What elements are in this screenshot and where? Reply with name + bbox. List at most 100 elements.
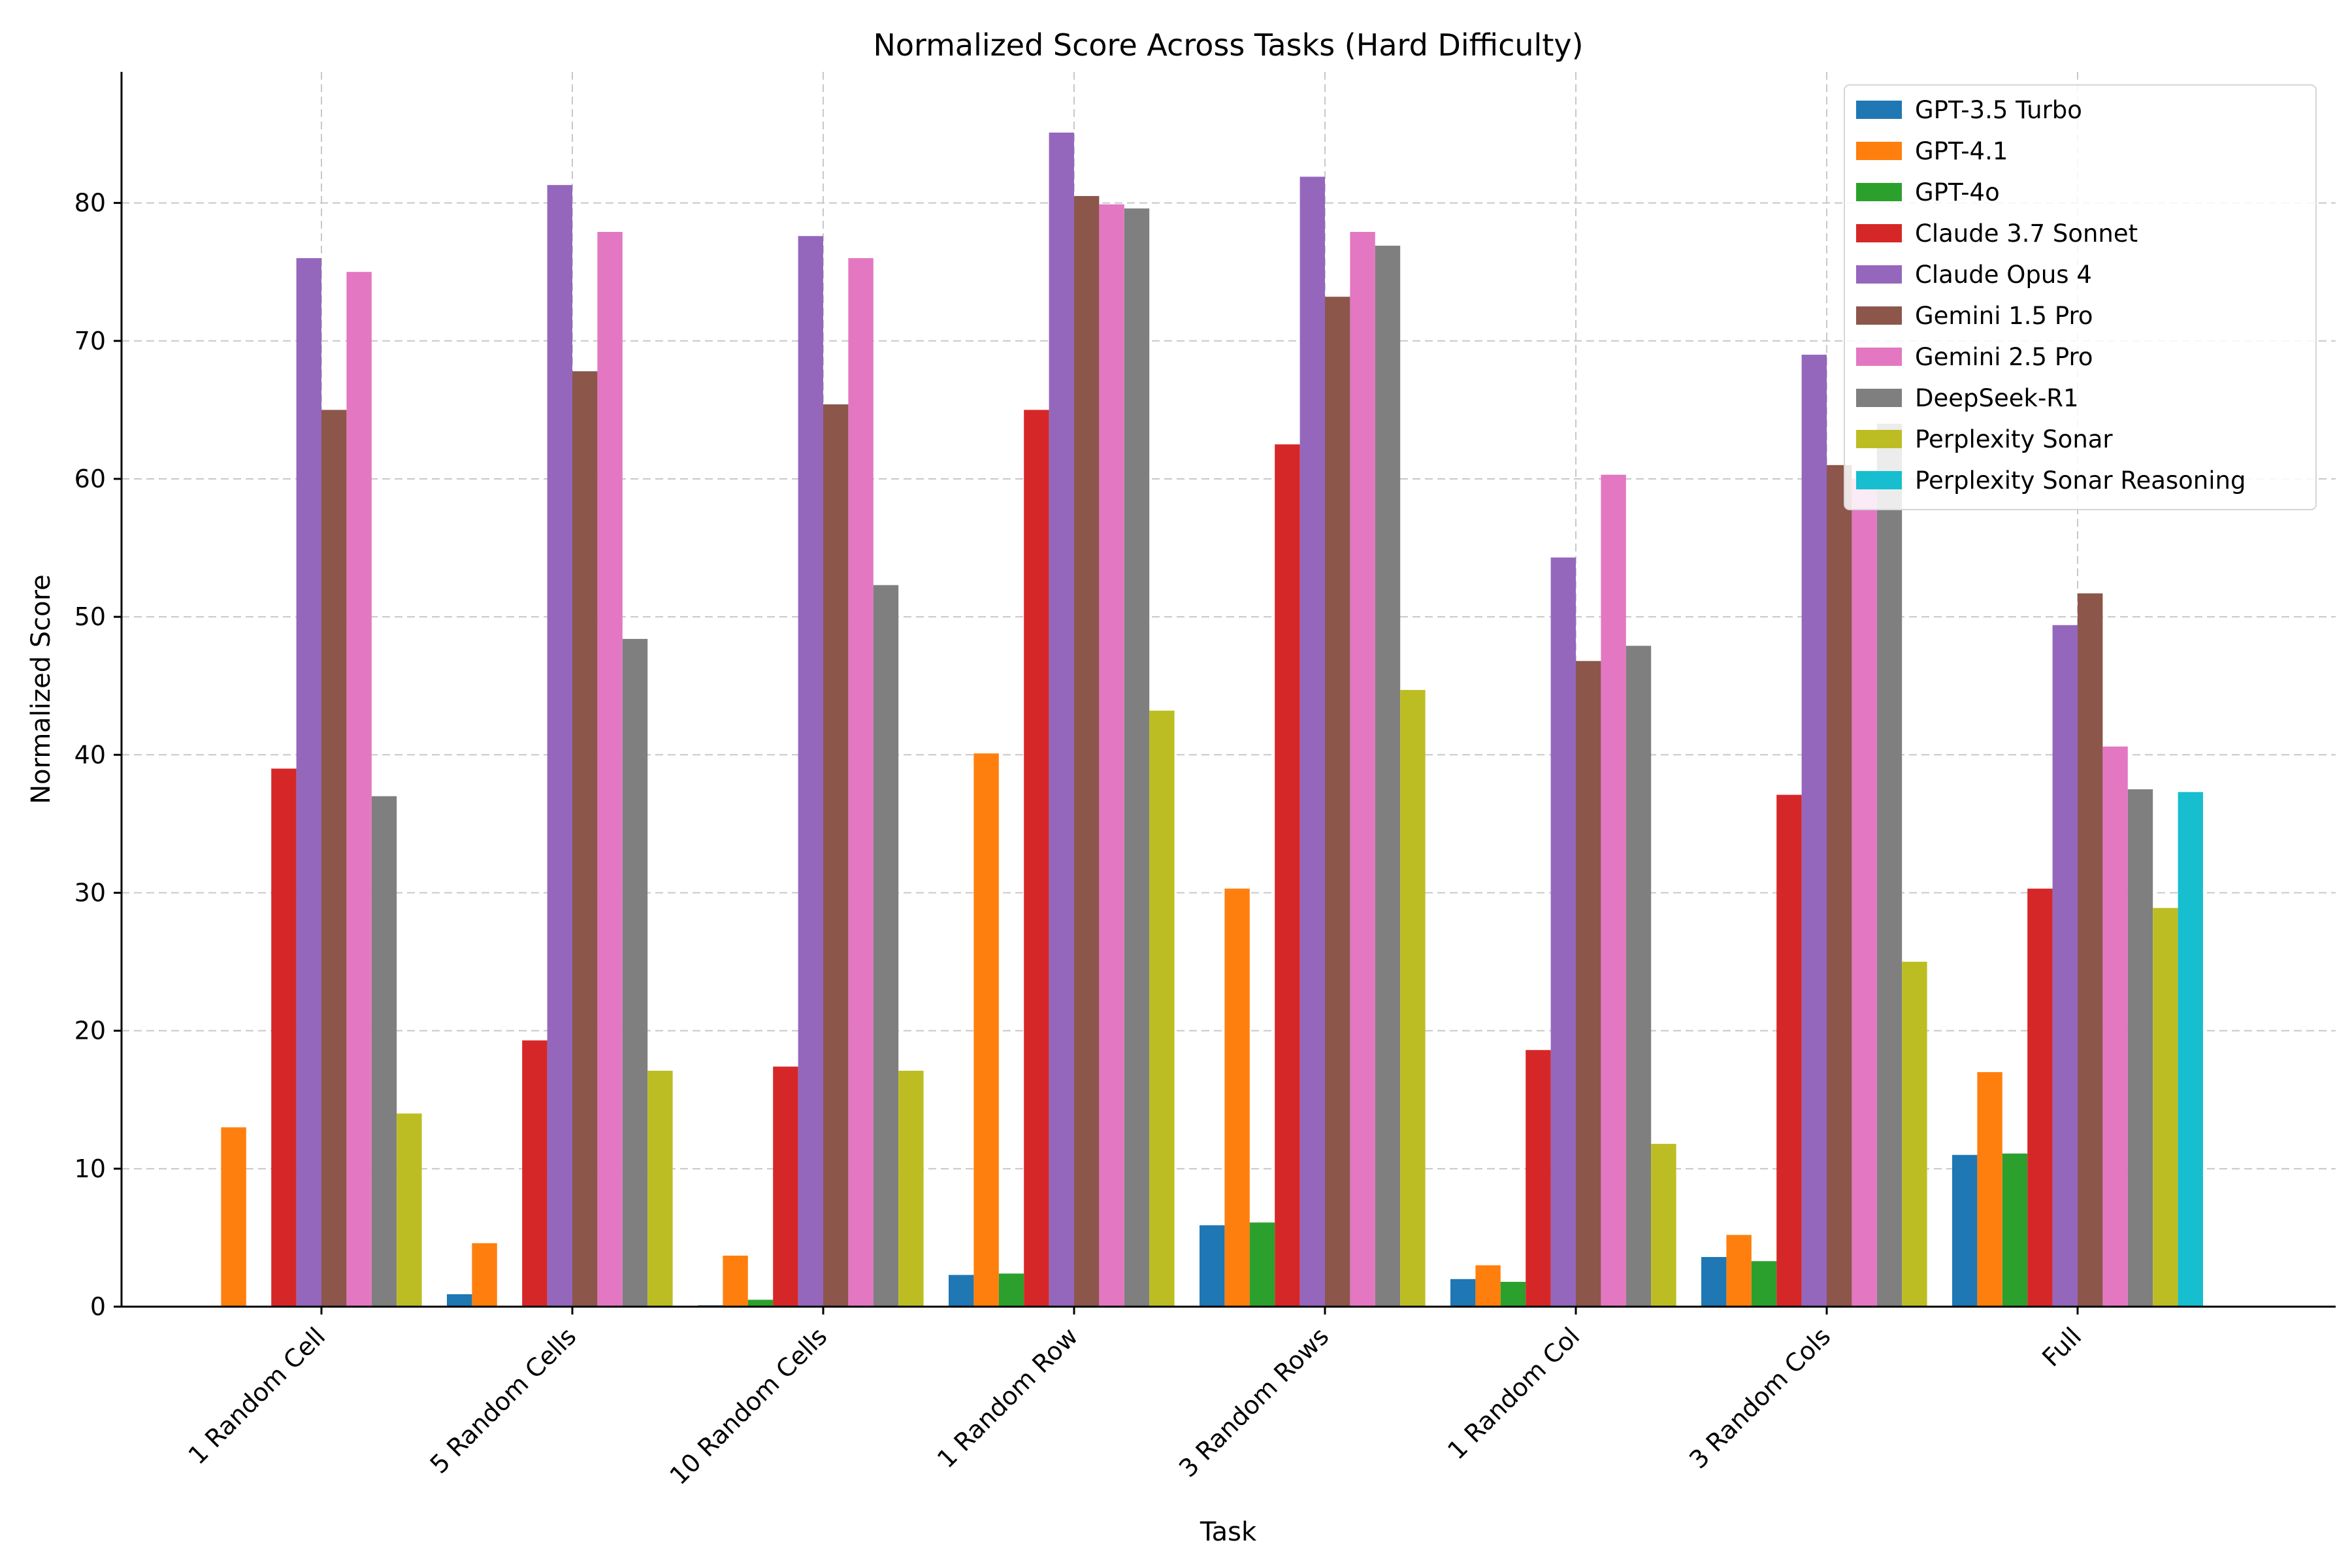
legend-swatch	[1856, 471, 1902, 489]
bar-gpt-3-5-turbo-7	[1952, 1154, 1978, 1307]
bar-gpt-4-1-5	[1475, 1265, 1501, 1307]
bar-claude-opus-4-0	[296, 258, 321, 1307]
y-tick-label: 40	[74, 740, 106, 769]
legend-swatch	[1856, 224, 1902, 242]
bar-gpt-4o-7	[2002, 1153, 2028, 1307]
bar-gpt-4o-2	[747, 1299, 774, 1307]
bar-deepseek-r1-1	[622, 638, 648, 1307]
legend-label: DeepSeek-R1	[1915, 384, 2079, 412]
legend-label: Claude 3.7 Sonnet	[1915, 220, 2138, 248]
bar-gpt-3-5-turbo-1	[447, 1294, 472, 1307]
bar-gemini-2-5-pro-2	[848, 258, 874, 1307]
bar-deepseek-r1-7	[2127, 789, 2153, 1307]
legend-swatch	[1856, 183, 1902, 201]
bar-gpt-4o-4	[1249, 1222, 1275, 1307]
bar-gemini-1-5-pro-2	[823, 404, 849, 1307]
axes	[120, 72, 2336, 1308]
bar-gpt-4-1-0	[221, 1127, 246, 1307]
legend-label: Perplexity Sonar Reasoning	[1915, 466, 2246, 495]
bar-claude-opus-4-3	[1049, 132, 1074, 1307]
legend-swatch	[1856, 430, 1902, 448]
legend-label: Perplexity Sonar	[1915, 425, 2113, 453]
bar-claude-3-7-sonnet-6	[1776, 794, 1802, 1307]
y-tick-label: 0	[90, 1292, 106, 1321]
bar-perplexity-sonar-1	[647, 1070, 673, 1307]
bar-gemini-1-5-pro-6	[1827, 465, 1852, 1307]
bar-claude-3-7-sonnet-7	[2027, 889, 2053, 1307]
bar-gemini-2-5-pro-5	[1601, 474, 1626, 1307]
legend-swatch	[1856, 348, 1902, 366]
bar-gpt-4-1-2	[723, 1255, 748, 1307]
bar-claude-opus-4-4	[1299, 176, 1325, 1307]
bar-gpt-4-1-3	[973, 753, 999, 1307]
bar-gemini-1-5-pro-3	[1074, 196, 1100, 1307]
bars	[221, 132, 2203, 1307]
legend-swatch	[1856, 306, 1902, 325]
legend-swatch	[1856, 389, 1902, 407]
legend-frame	[1844, 84, 2317, 510]
bar-perplexity-sonar-2	[898, 1070, 924, 1307]
bar-gpt-4o-3	[998, 1273, 1024, 1307]
bar-gemini-2-5-pro-1	[597, 231, 623, 1307]
bar-deepseek-r1-3	[1124, 208, 1150, 1307]
bar-claude-3-7-sonnet-1	[522, 1040, 547, 1307]
bar-gpt-4-1-4	[1224, 889, 1250, 1307]
legend-label: Gemini 2.5 Pro	[1915, 343, 2093, 371]
bar-gpt-4o-6	[1751, 1261, 1777, 1307]
bar-deepseek-r1-5	[1625, 645, 1652, 1307]
legend-label: GPT-4o	[1915, 178, 2000, 206]
bar-gemini-1-5-pro-0	[321, 410, 347, 1307]
bar-gemini-1-5-pro-7	[2078, 593, 2103, 1307]
bar-claude-3-7-sonnet-0	[271, 768, 297, 1307]
bar-gemini-2-5-pro-0	[346, 272, 372, 1307]
y-tick-label: 60	[74, 465, 106, 493]
bar-gemini-2-5-pro-4	[1350, 231, 1375, 1307]
bar-claude-opus-4-7	[2052, 625, 2078, 1307]
bar-gpt-4o-5	[1500, 1281, 1526, 1307]
legend: GPT-3.5 Turbo GPT-4.1 GPT-4o Claude 3.7 Son…	[1844, 84, 2317, 510]
y-axis-label: Normalized Score	[26, 574, 56, 804]
legend-swatch	[1856, 101, 1902, 119]
legend-label: GPT-3.5 Turbo	[1915, 96, 2082, 124]
y-tick-label: 30	[74, 878, 106, 907]
bar-gpt-3-5-turbo-4	[1200, 1225, 1225, 1307]
bar-gemini-1-5-pro-4	[1325, 297, 1350, 1307]
bar-perplexity-sonar-5	[1651, 1143, 1676, 1307]
x-axis-label: Task	[1200, 1517, 1257, 1547]
bar-gemini-2-5-pro-6	[1852, 478, 1877, 1307]
legend-swatch	[1856, 265, 1902, 284]
bar-claude-opus-4-6	[1801, 354, 1827, 1307]
y-tick-label: 50	[74, 602, 106, 631]
bar-gpt-4-1-6	[1726, 1235, 1752, 1307]
legend-label: GPT-4.1	[1915, 137, 2008, 165]
bar-claude-3-7-sonnet-2	[773, 1066, 798, 1307]
bar-gpt-4-1-1	[472, 1243, 497, 1307]
y-tick-label: 80	[74, 189, 106, 218]
bar-deepseek-r1-2	[873, 585, 899, 1307]
bar-claude-3-7-sonnet-4	[1275, 444, 1300, 1307]
bar-deepseek-r1-6	[1876, 423, 1903, 1307]
bar-gpt-3-5-turbo-5	[1450, 1279, 1476, 1307]
bar-claude-3-7-sonnet-5	[1526, 1050, 1551, 1307]
legend-label: Claude Opus 4	[1915, 261, 2092, 289]
bar-deepseek-r1-4	[1375, 246, 1401, 1307]
y-tick-label: 20	[74, 1017, 106, 1045]
bar-gemini-1-5-pro-5	[1576, 661, 1601, 1307]
legend-swatch	[1856, 142, 1902, 160]
bar-perplexity-sonar-0	[397, 1113, 422, 1307]
bar-gemini-2-5-pro-3	[1099, 204, 1124, 1307]
legend-label: Gemini 1.5 Pro	[1915, 302, 2093, 330]
bar-gpt-3-5-turbo-3	[949, 1275, 974, 1307]
bar-perplexity-sonar-7	[2153, 907, 2178, 1307]
bar-gpt-3-5-turbo-6	[1701, 1256, 1727, 1307]
bar-deepseek-r1-0	[371, 796, 397, 1307]
bar-perplexity-sonar-6	[1902, 962, 1927, 1307]
bar-gpt-4-1-7	[1977, 1072, 2002, 1307]
bar-gemini-2-5-pro-7	[2102, 746, 2128, 1307]
bar-claude-opus-4-1	[547, 185, 572, 1307]
bar-perplexity-sonar-3	[1149, 710, 1175, 1307]
bar-perplexity-sonar-4	[1400, 690, 1426, 1307]
bar-perplexity-sonar-reasoning-7	[2178, 792, 2203, 1307]
chart-title: Normalized Score Across Tasks (Hard Diff…	[873, 27, 1583, 63]
